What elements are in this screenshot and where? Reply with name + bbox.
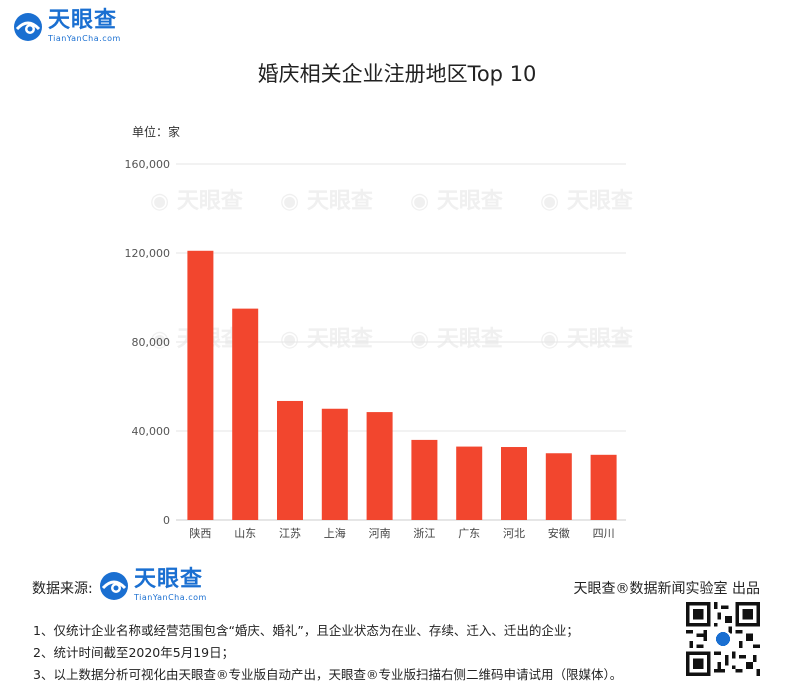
watermark-text: ◉ 天眼查 [410,189,503,214]
brand-name-cn: 天眼查 [48,8,118,33]
source-brand-name-en: TianYanCha.com [134,593,207,602]
x-tick-label: 四川 [593,527,615,540]
chart-title: 婚庆相关企业注册地区Top 10 [257,62,537,86]
watermark-text: ◉ 天眼查 [280,327,373,352]
watermark-text: ◉ 天眼查 [540,189,633,214]
y-tick-label: 0 [163,514,170,527]
x-tick-label: 河南 [369,527,391,540]
watermark-text: ◉ 天眼查 [540,327,633,352]
bar [277,400,303,520]
note-1: 1、仅统计企业名称或经营范围包含“婚庆、婚礼”，且企业状态为在业、存续、迁入、迁… [33,623,579,638]
x-tick-label: 陕西 [189,526,211,540]
watermark-text: ◉ 天眼查 [280,189,373,214]
bar [501,447,527,520]
notes: 1、仅统计企业名称或经营范围包含“婚庆、婚礼”，且企业状态为在业、存续、迁入、迁… [33,620,622,686]
brand-logo: 天眼查 TianYanCha.com [12,10,121,43]
bar [590,454,617,520]
eye-logo-icon [14,12,42,41]
x-tick-label: 河北 [503,527,525,540]
x-tick-label: 上海 [324,526,346,540]
y-tick-label: 80,000 [132,336,171,349]
watermark-text: ◉ 天眼查 [410,327,503,352]
x-tick-label: 安徽 [548,526,570,540]
x-tick-label: 广东 [458,527,480,540]
bar [366,412,393,520]
x-tick-label: 浙江 [413,527,435,540]
bar [545,453,572,520]
x-tick-label: 山东 [234,527,256,540]
source-brand-name-cn: 天眼查 [134,567,204,592]
watermark-text: ◉ 天眼查 [150,189,243,214]
credit-text: 天眼查®数据新闻实验室 出品 [573,581,760,597]
bar [187,250,214,520]
bar [456,446,483,520]
note-2: 2、统计时间截至2020年5月19日； [33,645,235,660]
y-tick-label: 40,000 [132,425,171,438]
bar [232,308,259,520]
bar [411,439,438,520]
source-logo: 天眼查 TianYanCha.com [98,569,207,602]
brand-name-en: TianYanCha.com [48,34,121,43]
x-tick-label: 江苏 [279,527,301,540]
unit-label: 单位：家 [132,125,181,139]
eye-logo-icon [100,571,128,600]
note-3: 3、以上数据分析可视化由天眼查®专业版自动产出，天眼查®专业版扫描右侧二维码申请… [33,667,623,682]
qr-code-icon [686,602,760,676]
y-tick-label: 160,000 [125,158,171,171]
source-label: 数据来源: [32,581,93,597]
bar-chart: ◉ 天眼查◉ 天眼查◉ 天眼查◉ 天眼查◉ 天眼查◉ 天眼查◉ 天眼查◉ 天眼查… [125,158,633,540]
bar [321,408,348,520]
y-tick-label: 120,000 [125,247,171,260]
